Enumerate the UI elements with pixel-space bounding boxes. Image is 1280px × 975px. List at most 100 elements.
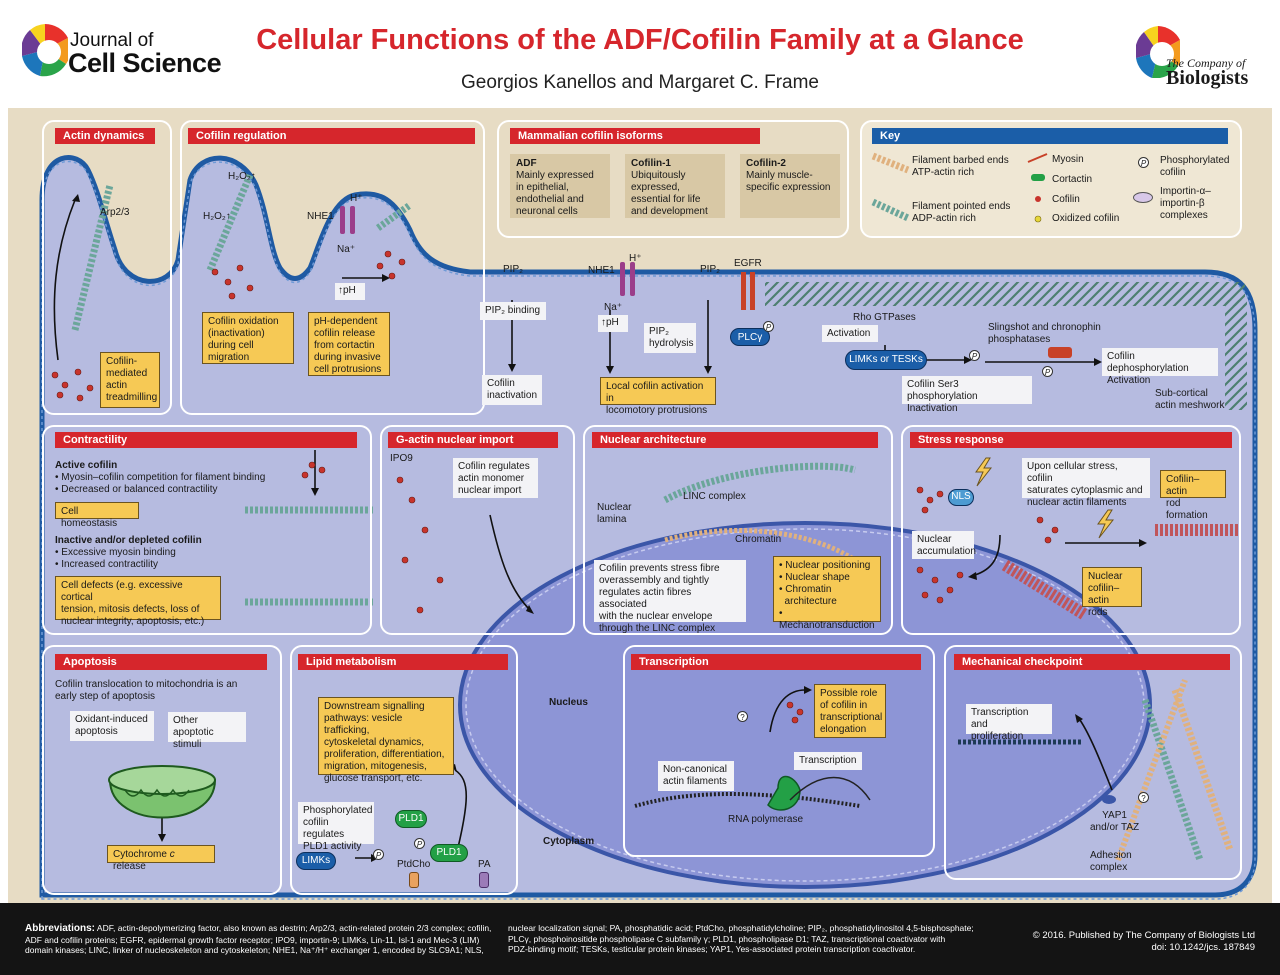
stress-lightning-icon [975,457,993,487]
cofilin-dots [51,250,1059,724]
h2o2-label-b: H₂O₂↑ [203,211,231,222]
inactive-cofilin-heading: Inactive and/or depleted cofilin [55,535,202,546]
myosin-icon [1027,153,1048,163]
key-oxidized: Oxidized cofilin [1052,213,1120,224]
ph-release-box: pH-dependent cofilin release from cortac… [308,312,390,376]
effect-2: • Nuclear shape [779,572,850,583]
yap-icon [1102,795,1116,804]
contractility-title: Contractility [55,432,357,448]
pip2-label-a: PIP₂ [503,264,523,275]
dephos-phospho-icon: P [1042,366,1053,377]
chromatin-label: Chromatin [735,534,782,545]
linc-label: LINC complex [683,491,746,502]
local-activation-box: Local cofilin activation in locomotory p… [600,377,716,416]
rod-box: Cofilin–actin rod formation [1160,470,1226,521]
footer: Abbreviations: ADF, actin-depolymerizing… [0,903,1280,975]
stress-lightning-icon-2 [1097,509,1115,539]
nucleus-label: Nucleus [549,697,588,708]
noncanon-box: Non-canonical actin filaments [658,761,734,791]
isoform-adf: ADF Mainly expressed in epithelial, endot… [510,154,610,218]
panel-contractility [42,425,372,635]
yap-label: YAP1 and/or TAZ [1090,810,1140,833]
hplus-label-a: H⁺ [350,193,363,204]
nuclear-rods-box: Nuclear cofilin–actin rods [1082,567,1142,618]
key-cofilin: Cofilin [1052,194,1080,205]
mechanical-question-icon: ? [1138,792,1149,803]
key-myosin: Myosin [1052,154,1084,165]
transcription-proliferation-box: Transcription and proliferation [966,704,1052,742]
polymerase-label: RNA polymerase [728,814,804,825]
panel-transcription [623,645,935,857]
nls-badge: NLS [948,489,974,506]
plc-badge: PLCγ [730,328,770,346]
h2o2-label-a: H₂O₂↑ [228,171,256,182]
actin-meshwork [765,282,1245,306]
isoform-adf-desc: Mainly expressed in epithelial, endothel… [516,170,594,217]
key-phospho: Phosphorylated cofilin [1160,155,1230,178]
isoform-cofilin2-desc: Mainly muscle- specific expression [746,170,831,193]
isoform-cofilin2: Cofilin-2 Mainly muscle- specific express… [740,154,840,218]
apoptosis-intro: Cofilin translocation to mitochondria is… [55,679,238,702]
lipid-title: Lipid metabolism [298,654,508,670]
defects-box: Cell defects (e.g. excessive cortical te… [55,576,221,627]
limks-badge: LIMKs [296,852,336,870]
oxidation-box: Cofilin oxidation (inactivation) during … [202,312,294,364]
key-filament-icons [871,152,910,222]
authors: Georgios Kanellos and Margaret C. Frame [461,72,819,93]
importin-icon [1133,192,1153,203]
nuclear-architecture-title: Nuclear architecture [592,432,878,448]
nhe1-label-b: NHE1 [588,265,615,276]
cytochrome-text-a: Cytochrome [113,849,170,860]
abbreviations-left: Abbreviations: ADF, actin-depolymerizing… [25,923,495,956]
active-item-1: • Myosin–cofilin competition for filamen… [55,472,266,483]
adhesion-label: Adhesion complex [1090,850,1132,873]
other-stimuli-box: Other apoptotic stimuli [168,712,246,750]
key-title: Key [872,128,1228,144]
plc-phospho-icon: P [763,321,774,332]
pa-label: PA [478,859,491,870]
treadmill-box: Cofilin- mediated actin treadmilling [100,352,160,408]
inactive-item-1: • Excessive myosin binding [55,547,176,558]
egfr-label: EGFR [734,258,762,269]
key-small-icons [1027,153,1048,223]
ptdcho-label: PtdCho [397,859,431,870]
activation-box: Activation [822,325,878,342]
rho-label: Rho GTPases [853,312,916,323]
active-cofilin-heading: Active cofilin [55,460,118,471]
pld1-regulation-box: Phosphorylated cofilin regulates PLD1 ac… [298,802,374,852]
naplus-label-b: Na⁺ [604,302,623,313]
oxidant-box: Oxidant-induced apoptosis [70,711,154,741]
ipo9-label: IPO9 [390,453,413,464]
inactive-item-2: • Increased contractility [55,559,158,570]
nuclear-import-box: Cofilin regulates actin monomer nuclear … [453,458,538,498]
transcription-label-box: Transcription [794,752,862,770]
pld1-badge-a: PLD1 [395,810,427,828]
stress-title: Stress response [910,432,1232,448]
panel-nuclear-architecture [583,425,893,635]
publisher-logo-icon [1136,26,1180,78]
pip2-label-b: PIP₂ [700,264,720,275]
nhe1-membrane-icon [620,262,635,296]
isoforms-title: Mammalian cofilin isoforms [510,128,760,144]
lamina-label: Nuclear lamina [597,502,632,525]
copyright: © 2016. Published by The Company of Biol… [1032,930,1255,941]
lipid-box: Downstream signalling pathways: vesicle … [318,697,454,784]
ph-label-a: ↑pH [335,283,365,300]
elongation-box: Possible role of cofilin in transcriptio… [814,684,886,738]
panel-isoforms [497,120,849,238]
limk-badge: LIMKs or TESKs [845,350,927,370]
mitochondrion-icon [108,765,217,819]
panel-cofilin-regulation [180,120,485,415]
cytochrome-box: Cytochrome c release [107,845,215,872]
inactive-list: • Excessive myosin binding • Increased c… [55,547,176,571]
ptdcho-lipid-icon [409,872,419,888]
pld1-badge-b: PLD1 [430,844,468,862]
effect-5: • Mechanotransduction [779,608,875,631]
journal-logo-icon [22,24,68,77]
key-barbed: Filament barbed ends ATP-actin rich [912,155,1009,178]
cofilin-regulation-title: Cofilin regulation [188,128,475,144]
meshwork-label: Sub-cortical actin meshwork [1155,388,1225,411]
isoform-cofilin2-name: Cofilin-2 [746,158,786,169]
cytochrome-c: c [169,849,175,860]
cortactin-icon [1031,174,1045,181]
